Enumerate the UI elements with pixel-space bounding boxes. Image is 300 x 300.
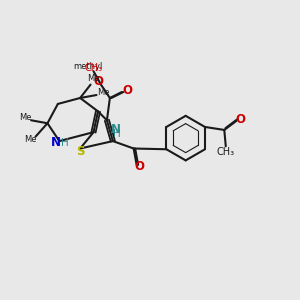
Text: Me: Me (87, 74, 100, 83)
Text: O: O (135, 160, 145, 173)
Text: Me: Me (97, 88, 109, 97)
Text: O: O (94, 74, 103, 88)
Text: O: O (236, 113, 246, 126)
Text: S: S (76, 145, 84, 158)
Text: CH₃: CH₃ (85, 63, 103, 73)
Text: Me: Me (19, 113, 31, 122)
Text: methyl: methyl (73, 62, 102, 71)
Text: Me: Me (24, 135, 37, 144)
Text: CH₃: CH₃ (217, 147, 235, 157)
Text: H: H (61, 138, 69, 148)
Text: H: H (113, 129, 121, 139)
Text: N: N (51, 136, 61, 149)
Text: N: N (111, 123, 121, 136)
Text: O: O (123, 84, 133, 97)
